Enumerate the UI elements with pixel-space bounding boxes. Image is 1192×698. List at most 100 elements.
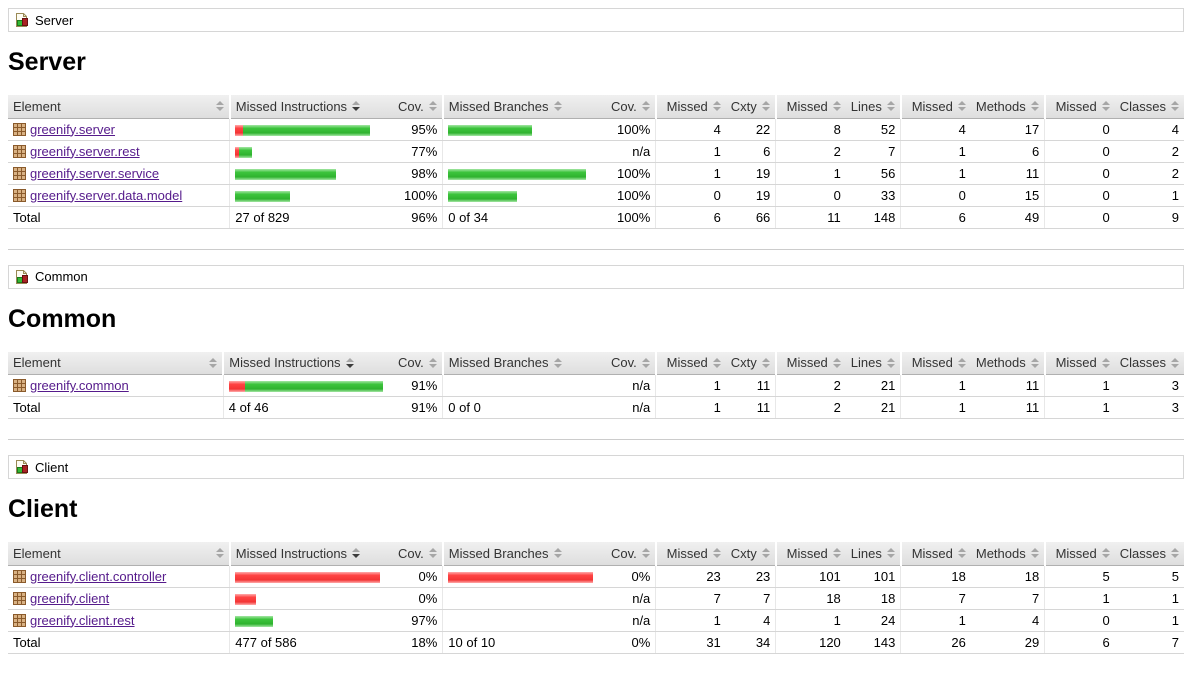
column-header-content: Missed <box>667 99 721 114</box>
total-label-cell: Total <box>8 631 230 654</box>
branches-coverage-cell: 100% <box>600 162 656 185</box>
sort-arrows-icon <box>215 101 224 112</box>
column-header-missed[interactable]: Missed <box>654 95 726 119</box>
total-missed-count-cell: 6 <box>900 206 971 229</box>
missed-count-cell: 0 <box>1044 162 1115 185</box>
column-header-missed[interactable]: Missed <box>899 542 971 566</box>
section-title: Server <box>8 48 86 76</box>
column-header-cxty[interactable]: Cxty <box>725 542 776 566</box>
column-header-cov[interactable]: Cov. <box>387 351 443 375</box>
table-header-row: Element Missed Instructions Cov. Missed Bra… <box>8 95 1184 119</box>
total-count-cell: 15 <box>970 184 1045 207</box>
column-header-missed-branches[interactable]: Missed Branches <box>441 542 601 566</box>
missed-count-cell: 1 <box>900 609 971 632</box>
total-missed-count-cell: 6 <box>1044 631 1115 654</box>
column-header-missed-branches[interactable]: Missed Branches <box>441 95 601 119</box>
column-header-content: Cxty <box>731 99 770 114</box>
column-header-missed[interactable]: Missed <box>899 351 971 375</box>
column-header-missed[interactable]: Missed <box>774 542 846 566</box>
column-header-content: Lines <box>851 99 895 114</box>
element-cell: greenify.server.service <box>8 162 230 185</box>
branches-coverage-cell: n/a <box>600 587 656 610</box>
column-header-missed[interactable]: Missed <box>899 95 971 119</box>
column-header-label: Missed Instructions <box>229 355 341 371</box>
package-link[interactable]: greenify.client <box>30 590 110 606</box>
column-header-label: Missed <box>911 355 953 371</box>
package-link[interactable]: greenify.server.rest <box>30 143 140 159</box>
column-header-missed-instructions[interactable]: Missed Instructions <box>228 95 388 119</box>
column-header-missed-branches[interactable]: Missed Branches <box>441 351 601 375</box>
column-header-methods[interactable]: Methods <box>970 95 1045 119</box>
breadcrumb: Server <box>8 8 1184 32</box>
column-header-cov[interactable]: Cov. <box>387 542 443 566</box>
total-branches-coverage-cell: n/a <box>600 396 656 419</box>
column-header-element[interactable]: Element <box>8 542 230 566</box>
column-header-missed[interactable]: Missed <box>654 542 726 566</box>
column-header-missed[interactable]: Missed <box>1043 542 1115 566</box>
column-header-cov[interactable]: Cov. <box>600 542 656 566</box>
column-header-lines[interactable]: Lines <box>845 95 901 119</box>
instructions-bar-cell <box>229 565 388 588</box>
column-header-cov[interactable]: Cov. <box>600 351 656 375</box>
sort-arrows-icon <box>641 101 650 112</box>
sort-arrows-icon <box>761 548 770 559</box>
sort-arrows-icon <box>1171 357 1179 368</box>
package-link[interactable]: greenify.server.service <box>30 165 160 181</box>
column-header-missed[interactable]: Missed <box>1043 351 1115 375</box>
column-header-label: Missed <box>666 355 708 371</box>
total-instructions-coverage-cell: 18% <box>387 631 443 654</box>
total-count-cell: 11 <box>970 374 1045 397</box>
missed-count-cell: 7 <box>900 587 971 610</box>
branches-bar-cell <box>442 140 601 163</box>
package-link[interactable]: greenify.client.controller <box>30 568 167 584</box>
package-link[interactable]: greenify.common <box>30 378 129 393</box>
total-missed-count-cell: 120 <box>775 631 846 654</box>
package-link[interactable]: greenify.client.rest <box>30 612 135 628</box>
column-header-content: Missed <box>787 546 841 561</box>
breadcrumb: Common <box>8 264 1184 289</box>
column-header-missed[interactable]: Missed <box>1043 95 1115 119</box>
instructions-bar-cell <box>229 118 388 141</box>
column-header-element[interactable]: Element <box>8 351 224 375</box>
column-header-cov[interactable]: Cov. <box>387 95 443 119</box>
column-header-cxty[interactable]: Cxty <box>725 95 776 119</box>
breadcrumb: Client <box>8 455 1184 479</box>
column-header-missed-instructions[interactable]: Missed Instructions <box>228 542 388 566</box>
column-header-classes[interactable]: Classes <box>1114 95 1184 119</box>
column-header-methods[interactable]: Methods <box>970 542 1045 566</box>
column-header-content: Element <box>13 355 218 370</box>
column-header-lines[interactable]: Lines <box>845 351 901 375</box>
branches-coverage-cell: n/a <box>600 609 656 632</box>
column-header-content: Cov. <box>398 546 437 561</box>
total-missed-count-cell: 6 <box>655 206 726 229</box>
missed-count-cell: 0 <box>1044 140 1115 163</box>
total-instructions-cell: 27 of 829 <box>229 206 388 229</box>
column-header-classes[interactable]: Classes <box>1114 542 1184 566</box>
branches-bar-cell <box>442 162 601 185</box>
column-header-cov[interactable]: Cov. <box>600 95 656 119</box>
column-header-element[interactable]: Element <box>8 95 230 119</box>
package-link[interactable]: greenify.server <box>30 121 116 137</box>
total-count-cell: 22 <box>725 118 776 141</box>
column-header-label: Cov. <box>611 545 637 561</box>
section-title: Client <box>8 495 78 523</box>
instructions-coverage-cell: 0% <box>387 565 443 588</box>
instructions-bar-cell <box>229 609 388 632</box>
missed-count-cell: 0 <box>900 184 971 207</box>
column-header-lines[interactable]: Lines <box>845 542 901 566</box>
column-header-missed[interactable]: Missed <box>774 95 846 119</box>
total-count-cell: 5 <box>1114 565 1184 588</box>
sort-arrows-icon <box>832 357 841 368</box>
column-header-missed-instructions[interactable]: Missed Instructions <box>222 351 388 375</box>
column-header-missed[interactable]: Missed <box>654 351 726 375</box>
column-header-classes[interactable]: Classes <box>1114 351 1184 375</box>
report-section-client: Client Client Element Missed Instructions… <box>8 455 1184 654</box>
total-count-cell: 19 <box>725 162 776 185</box>
column-header-methods[interactable]: Methods <box>970 351 1045 375</box>
column-header-cxty[interactable]: Cxty <box>725 351 776 375</box>
total-branches-coverage-cell: 100% <box>600 206 656 229</box>
column-header-label: Missed <box>911 545 953 561</box>
package-link[interactable]: greenify.server.data.model <box>30 187 183 203</box>
column-header-missed[interactable]: Missed <box>774 351 846 375</box>
sort-arrows-icon <box>886 357 895 368</box>
